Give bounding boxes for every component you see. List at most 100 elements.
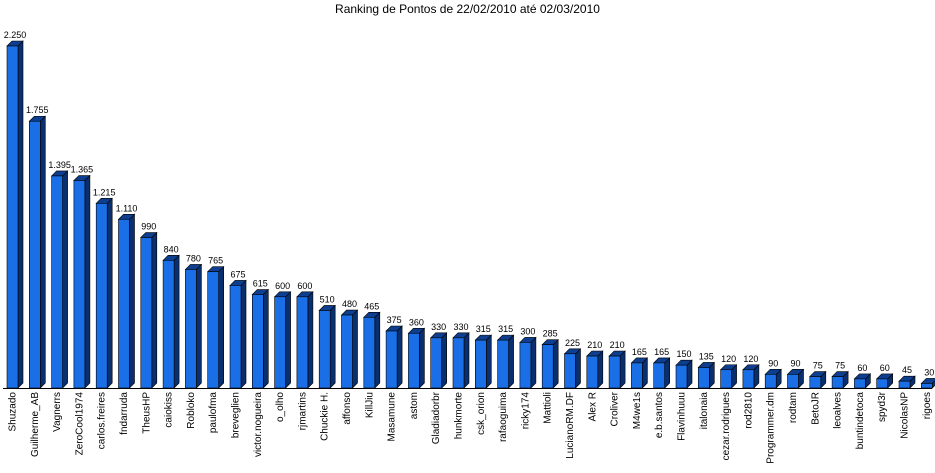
category-label-31: italonaia <box>699 392 710 430</box>
bar-11 <box>251 288 270 389</box>
value-label-3: 1.365 <box>71 165 94 175</box>
value-label-31: 135 <box>699 351 714 361</box>
value-label-16: 465 <box>364 301 379 311</box>
bar-23 <box>519 336 537 389</box>
value-label-10: 675 <box>230 269 245 279</box>
category-label-37: leoalves <box>833 392 844 429</box>
value-label-7: 840 <box>164 244 179 254</box>
bar-18 <box>407 327 426 389</box>
value-label-6: 990 <box>141 222 156 232</box>
bar-40 <box>898 375 916 389</box>
value-label-21: 315 <box>476 324 491 334</box>
value-label-8: 780 <box>186 253 201 263</box>
category-label-4: carlos.freires <box>97 392 108 449</box>
bar-10 <box>229 279 247 389</box>
bar-3 <box>73 174 91 389</box>
category-label-39: spyd3r <box>877 391 888 422</box>
value-label-36: 75 <box>813 361 823 371</box>
category-label-17: Masamune <box>387 392 398 442</box>
category-label-15: affonso <box>342 392 353 425</box>
bar-37 <box>831 370 849 389</box>
category-label-0: Shuzado <box>8 392 19 432</box>
value-label-33: 120 <box>743 354 758 364</box>
bar-38 <box>853 373 872 389</box>
category-label-19: Gladiadorbr <box>431 391 442 444</box>
bar-0 <box>6 40 24 389</box>
bar-16 <box>363 311 381 389</box>
category-label-25: LucianoRM.DF <box>565 392 576 459</box>
category-label-11: victor.nogueira <box>253 392 264 457</box>
bar-26 <box>586 350 604 389</box>
bar-41 <box>920 378 935 389</box>
bar-29 <box>652 357 671 389</box>
category-label-32: cezar.rodrigues <box>721 392 732 460</box>
category-label-33: rod2810 <box>743 392 754 429</box>
bar-6 <box>140 231 158 389</box>
bar-8 <box>184 263 203 389</box>
value-label-13: 600 <box>297 281 312 291</box>
category-label-7: caiokiss <box>164 392 175 428</box>
value-label-19: 330 <box>431 322 446 332</box>
value-label-23: 300 <box>520 326 535 336</box>
value-label-1: 1.755 <box>26 105 49 115</box>
category-label-2: Vagnerrs <box>52 392 63 432</box>
value-label-41: 30 <box>924 367 934 377</box>
category-label-10: breveglien <box>231 392 242 438</box>
value-label-22: 315 <box>498 324 513 334</box>
value-label-11: 615 <box>253 279 268 289</box>
category-label-3: ZeroCool1974 <box>74 392 85 456</box>
category-label-6: TheusHP <box>141 392 152 434</box>
category-label-16: KillJiu <box>364 392 375 418</box>
category-label-21: csk_orion <box>476 392 487 435</box>
value-label-5: 1.110 <box>116 203 138 213</box>
category-label-12: o_olho <box>275 392 286 422</box>
category-label-27: Croliver <box>610 391 621 426</box>
bar-1 <box>28 115 47 389</box>
value-label-2: 1.395 <box>48 160 71 170</box>
bar-4 <box>95 197 113 389</box>
value-label-9: 765 <box>208 256 223 266</box>
category-label-41: rigoes <box>922 392 933 419</box>
category-label-35: rodtam <box>788 392 799 423</box>
bar-25 <box>563 348 582 389</box>
value-label-32: 120 <box>721 354 736 364</box>
category-label-5: fndarruda <box>119 392 130 435</box>
value-label-14: 510 <box>320 294 335 304</box>
bar-17 <box>385 325 403 389</box>
chart-title: Ranking de Pontos de 22/02/2010 até 02/0… <box>335 2 600 16</box>
bar-12 <box>273 291 292 389</box>
category-label-40: NicolasNP <box>900 392 911 439</box>
category-label-26: Alex R <box>587 392 598 421</box>
value-label-27: 210 <box>610 340 625 350</box>
bar-21 <box>474 334 493 389</box>
bar-28 <box>630 357 649 389</box>
bar-2 <box>50 170 69 389</box>
value-label-30: 150 <box>676 349 691 359</box>
category-label-28: M4we1s <box>632 392 643 429</box>
value-label-29: 165 <box>654 347 669 357</box>
bar-33 <box>742 364 760 389</box>
value-label-15: 480 <box>342 299 357 309</box>
category-label-29: e.b.santos <box>654 392 665 438</box>
category-label-9: paulofma <box>208 392 219 434</box>
value-label-28: 165 <box>632 347 647 357</box>
category-label-23: ricky174 <box>520 392 531 430</box>
value-label-40: 45 <box>902 365 912 375</box>
category-label-20: hunkmorte <box>454 392 465 440</box>
category-label-8: Robloko <box>186 392 197 429</box>
value-label-35: 90 <box>790 358 800 368</box>
value-label-37: 75 <box>835 361 845 371</box>
value-label-25: 225 <box>565 338 580 348</box>
category-label-38: buntindetoca <box>855 392 866 450</box>
value-label-17: 375 <box>387 315 402 325</box>
bar-36 <box>809 370 827 389</box>
bar-30 <box>675 359 693 389</box>
value-label-38: 60 <box>857 363 867 373</box>
category-label-18: astom <box>409 392 420 419</box>
value-label-39: 60 <box>880 363 890 373</box>
bar-15 <box>340 309 359 389</box>
bar-24 <box>541 338 559 389</box>
bar-35 <box>786 368 805 389</box>
category-label-34: Programmer.dm <box>766 392 777 464</box>
